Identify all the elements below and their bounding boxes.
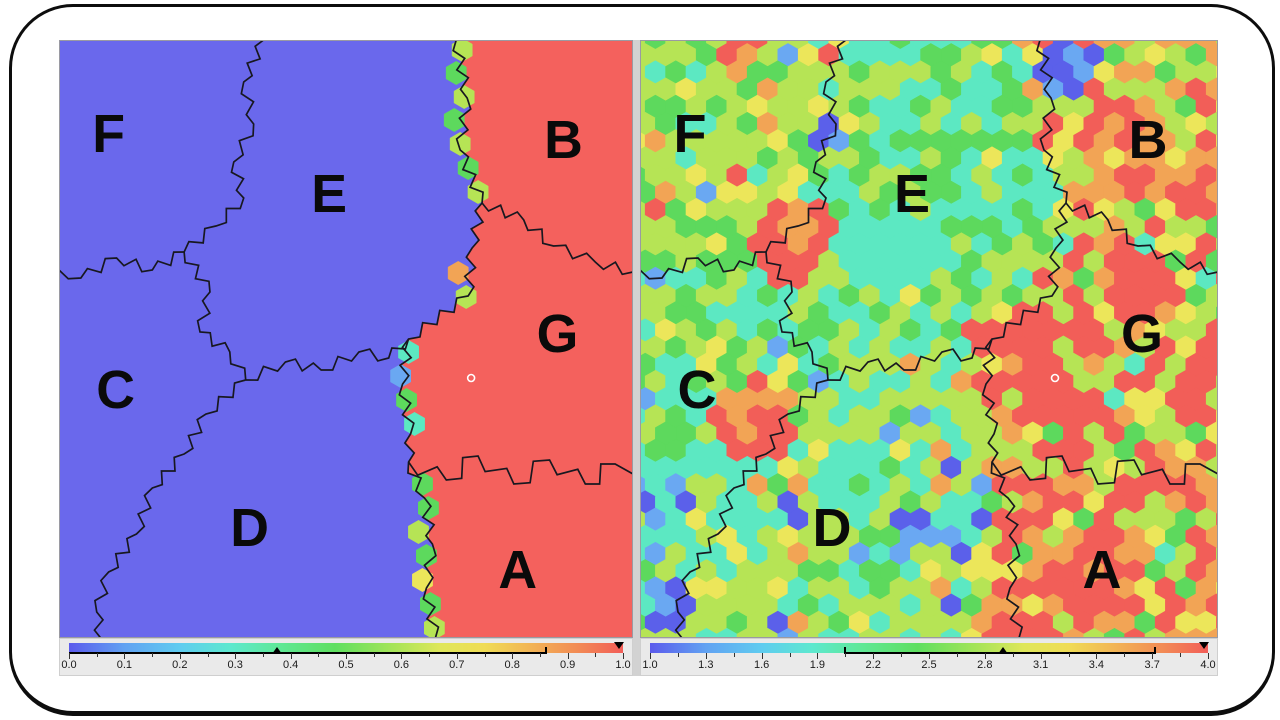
tick-label: 0.1	[116, 659, 133, 671]
region-label-B: B	[1129, 110, 1168, 170]
colorbar-gradient-strip	[650, 642, 1209, 654]
map-marker-circle	[466, 373, 476, 383]
tick-label: 1.6	[753, 659, 770, 671]
tick-label: 0.5	[338, 659, 354, 671]
region-label-F: F	[674, 104, 707, 164]
mean-marker-triangle	[998, 647, 1009, 654]
mean-marker-triangle	[271, 647, 282, 654]
tick-label: 1.3	[698, 659, 714, 671]
hex-mosaic	[640, 40, 1218, 638]
region-label-G: G	[1121, 304, 1163, 364]
colorbar-ticks	[69, 653, 624, 659]
region-label-F: F	[92, 104, 125, 164]
colorbar-ticks	[650, 653, 1209, 659]
tick-label: 1.0	[642, 659, 658, 671]
component-map-svg[interactable]: F E B C G D A	[640, 40, 1218, 638]
tick-label: 0.6	[393, 659, 410, 671]
region-labels: F E B C G D A	[674, 104, 1168, 600]
region-label-D: D	[813, 498, 852, 558]
max-marker-triangle	[614, 642, 624, 649]
tick-label: 0.2	[172, 659, 188, 671]
tick-label: 2.8	[977, 659, 993, 671]
tick-label: 0.8	[504, 659, 520, 671]
region-boundaries	[59, 40, 633, 638]
max-marker-triangle	[1199, 642, 1209, 649]
tick-label: 0.3	[227, 659, 243, 671]
region-label-E: E	[894, 164, 930, 224]
region-label-B: B	[544, 110, 583, 170]
region-label-G: G	[537, 304, 579, 364]
tick-label: 2.5	[921, 659, 937, 671]
panel-divider	[633, 40, 640, 676]
region-label-E: E	[311, 164, 347, 224]
colorbar-tick-labels: 1.0 1.3 1.6 1.9 2.2 2.5 2.8 3.1 3.4 3.7 4.0	[642, 659, 1215, 673]
colorbar-gradient-strip	[69, 642, 624, 654]
tick-label: 3.1	[1032, 659, 1049, 671]
tick-label: 4.0	[1200, 659, 1216, 671]
tick-label: 3.7	[1144, 659, 1160, 671]
tick-label: 2.2	[865, 659, 881, 671]
tick-label: 1.0	[615, 659, 631, 671]
region-label-A: A	[498, 540, 537, 600]
red-cluster-area	[399, 40, 633, 638]
range-indicator-line	[69, 647, 547, 654]
region-label-D: D	[230, 498, 269, 558]
region-label-A: A	[1083, 540, 1122, 600]
region-label-C: C	[96, 360, 135, 420]
tick-label: 0.9	[559, 659, 576, 671]
left-colorbar: 0.0 0.1 0.2 0.3 0.4 0.5 0.6 0.7 0.8 0.9 1.0	[59, 638, 633, 676]
component-map-panel[interactable]: F E B C G D A	[640, 40, 1218, 638]
region-labels: F E B C G D A	[92, 104, 583, 600]
map-marker-circle	[1050, 373, 1060, 383]
region-boundaries	[640, 40, 1218, 638]
tick-label: 0.0	[61, 659, 77, 671]
tick-label: 1.9	[809, 659, 826, 671]
cluster-map-panel[interactable]: F E B C G D A	[59, 40, 633, 638]
tick-label: 0.4	[282, 659, 299, 671]
cluster-map-svg[interactable]: F E B C G D A	[59, 40, 633, 638]
colorbar-tick-labels: 0.0 0.1 0.2 0.3 0.4 0.5 0.6 0.7 0.8 0.9 1.0	[61, 659, 630, 673]
tick-label: 0.7	[449, 659, 465, 671]
tick-label: 3.4	[1088, 659, 1105, 671]
right-colorbar: 1.0 1.3 1.6 1.9 2.2 2.5 2.8 3.1 3.4 3.7 4.0	[640, 638, 1218, 676]
region-label-C: C	[678, 360, 717, 420]
